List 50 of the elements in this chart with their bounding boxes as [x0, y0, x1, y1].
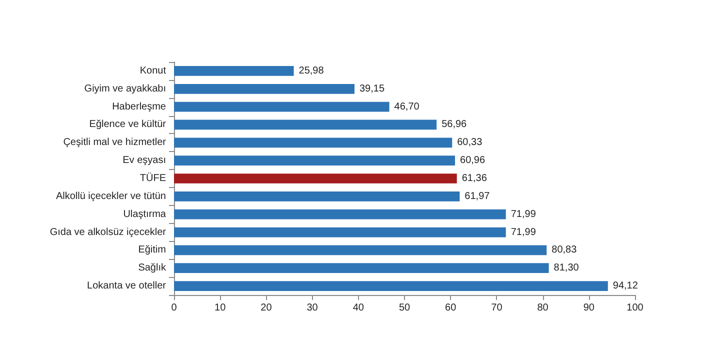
bar	[174, 84, 354, 94]
y-tick-label: Konut	[140, 65, 166, 76]
y-tick-label: Sağlık	[138, 262, 167, 274]
data-label: 60,96	[460, 155, 486, 166]
data-label: 61,97	[464, 190, 490, 202]
bar	[174, 245, 547, 256]
y-tick-label: Giyim ve ayakkabı	[84, 83, 166, 94]
x-tick-label: 90	[583, 302, 595, 314]
bar	[174, 138, 452, 148]
y-tick-label: TÜFE	[140, 172, 166, 184]
x-tick-label: 50	[398, 302, 410, 314]
y-tick-label: Lokanta ve oteller	[87, 280, 167, 292]
y-tick-label: Gıda ve alkolsüz içecekler	[50, 226, 167, 238]
data-label: 80,83	[552, 244, 578, 256]
x-tick-label: 80	[537, 302, 549, 314]
x-tick-label: 60	[445, 302, 457, 314]
x-tick-label: 20	[260, 302, 272, 314]
y-tick-label: Haberleşme	[112, 101, 166, 112]
y-tick-label: Ev eşyası	[122, 155, 166, 166]
x-tick-label: 10	[214, 302, 226, 314]
data-label: 71,99	[510, 208, 536, 220]
x-tick-label: 0	[171, 302, 178, 314]
bar	[174, 191, 460, 202]
data-label: 46,70	[394, 101, 420, 112]
bar	[174, 174, 457, 184]
y-tick-label: Alkollü içecekler ve tütün	[56, 190, 166, 202]
bar	[174, 281, 608, 291]
y-tick-label: Eğitim	[138, 244, 166, 256]
data-label: 60,33	[457, 137, 483, 148]
bar	[174, 263, 549, 274]
x-tick-label: 40	[352, 302, 364, 314]
data-label: 61,36	[462, 173, 488, 184]
y-tick-label: Çeşitli mal ve hizmetler	[63, 137, 167, 148]
bar	[174, 209, 506, 220]
y-tick-label: Eğlence ve kültür	[89, 119, 167, 130]
data-label: 81,30	[554, 262, 580, 274]
bar	[174, 156, 456, 166]
bar	[174, 102, 390, 112]
data-label: 71,99	[510, 226, 536, 238]
bar	[174, 120, 437, 130]
data-label: 39,15	[359, 83, 385, 94]
x-tick-label: 100	[626, 302, 644, 314]
bar	[174, 227, 506, 238]
bar	[174, 66, 294, 76]
data-label: 94,12	[612, 280, 638, 292]
data-label: 56,96	[442, 119, 468, 130]
x-tick-label: 70	[491, 302, 503, 314]
y-tick-label: Ulaştırma	[123, 208, 166, 220]
data-label: 25,98	[298, 65, 324, 76]
x-tick-label: 30	[306, 302, 318, 314]
